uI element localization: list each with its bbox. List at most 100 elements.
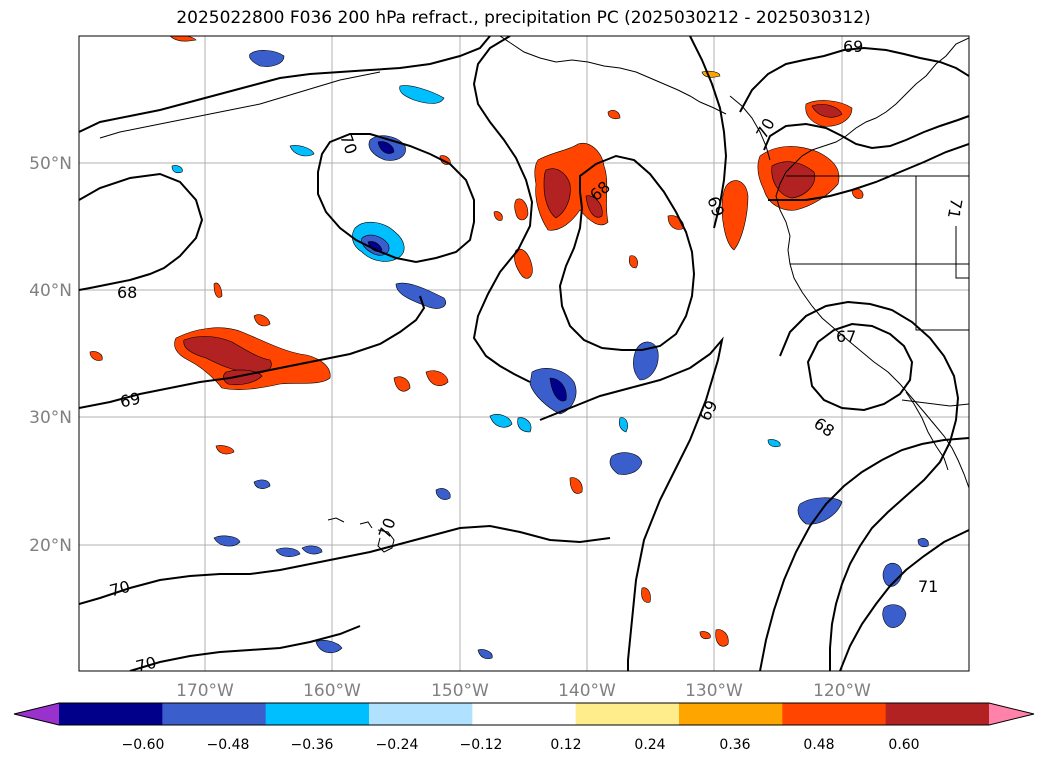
contour-69-center	[472, 36, 534, 383]
pos-patch-core	[771, 161, 816, 199]
positive-anomaly-patches	[89, 36, 864, 647]
colorbar-outline	[13, 702, 1035, 726]
colorbar-segment	[59, 703, 163, 725]
colorbar-tick: −0.24	[376, 737, 419, 753]
contour-69-far-east	[689, 36, 728, 229]
neg-patch	[253, 479, 271, 489]
longitude-labels: 170°W 160°W 150°W 140°W 130°W 120°W	[176, 681, 871, 701]
contour-label: 70	[107, 577, 132, 601]
lat-label-40n: 40°N	[29, 281, 72, 301]
colorbar-segment	[679, 703, 783, 725]
contour-label: 71	[944, 197, 966, 220]
contour-69-west	[79, 295, 426, 409]
neg-patch	[618, 417, 628, 433]
pos-patch	[393, 376, 411, 392]
colorbar-segment	[369, 703, 473, 725]
colorbar-tick: −0.60	[122, 737, 165, 753]
pos-patch	[641, 587, 651, 603]
neg-patch-core	[549, 377, 567, 402]
lat-label-20n: 20°N	[29, 536, 72, 556]
lat-label-30n: 30°N	[29, 408, 72, 428]
coastlines	[99, 36, 969, 553]
colorbar: −0.60 −0.48 −0.36 −0.24 −0.12 0.12 0.24 …	[13, 702, 1035, 753]
latitude-labels: 50°N 40°N 30°N 20°N	[29, 154, 72, 556]
contour-label: 70	[134, 653, 159, 677]
pos-patch	[514, 198, 529, 221]
contour-70-east	[739, 46, 969, 113]
pos-patch	[89, 351, 103, 361]
pos-patch	[628, 255, 638, 269]
neg-patch	[315, 640, 343, 654]
contour-labels: 69 70 68 68 69 69 67 69 68 70 70 70 71 7…	[107, 37, 966, 676]
coastline-aleutians	[99, 71, 381, 139]
colorbar-segment	[885, 703, 990, 725]
contour-70-south	[79, 524, 611, 605]
neg-patch	[517, 417, 532, 433]
contour-71-southeast	[839, 529, 969, 671]
contour-68-west	[79, 172, 204, 291]
contour-70-southeast	[759, 437, 969, 671]
neg-patch	[477, 649, 493, 660]
colorbar-segment	[265, 703, 370, 725]
colorbar-segments	[59, 703, 990, 725]
colorbar-segment	[162, 703, 267, 725]
pos-patch-core	[543, 168, 571, 219]
coastline-north-america	[775, 37, 969, 489]
pos-patch	[715, 629, 729, 647]
neg-patch	[213, 535, 241, 547]
colorbar-tick-labels: −0.60 −0.48 −0.36 −0.24 −0.12 0.12 0.24 …	[122, 737, 920, 753]
coastline-alaska	[499, 36, 727, 115]
pos-patch	[169, 36, 197, 42]
neg-patch	[882, 604, 907, 628]
neg-patch-core	[377, 141, 395, 154]
border-state	[955, 226, 969, 279]
contour-label: 68	[117, 283, 137, 302]
contour-70-north	[79, 36, 491, 133]
coastline-hawaii	[327, 517, 395, 553]
lon-label-130w: 130°W	[685, 681, 743, 701]
colorbar-segment	[782, 703, 887, 725]
coastline-bc-islands	[729, 95, 771, 161]
pos-patch	[607, 110, 621, 120]
pos-patch-core	[585, 195, 603, 218]
contour-68-se	[779, 300, 960, 671]
contour-label: 67	[836, 327, 856, 346]
pos-patch	[721, 180, 749, 251]
pos-patch	[215, 445, 235, 455]
contour-70-ne	[763, 115, 969, 151]
neg-patch	[289, 145, 315, 157]
neg-patch	[275, 547, 301, 557]
pos-patch	[514, 248, 533, 279]
colorbar-tick: 0.24	[634, 737, 665, 753]
contour-label: 69	[118, 389, 142, 412]
colorbar-tick: 0.48	[803, 737, 834, 753]
neg-patch	[633, 341, 659, 381]
map-frame-border	[78, 35, 970, 672]
colorbar-extend-high	[989, 703, 1034, 725]
pos-patch	[425, 370, 449, 386]
coastline-baja	[905, 391, 949, 471]
lon-label-170w: 170°W	[176, 681, 234, 701]
contour-71-ne	[768, 143, 969, 201]
neg-patch	[399, 85, 445, 104]
pos-patch	[699, 631, 711, 640]
neg-patch	[609, 452, 643, 475]
pos-patch-core	[811, 104, 843, 118]
contour-70-sw	[129, 625, 361, 671]
neg-patch	[917, 538, 929, 548]
neg-patch	[301, 545, 323, 555]
neg-patch	[171, 165, 183, 174]
colorbar-extend-low	[14, 703, 59, 725]
lon-label-120w: 120°W	[813, 681, 871, 701]
refractivity-contours	[79, 36, 969, 671]
colorbar-tick: 0.60	[888, 737, 919, 753]
pos-patch	[569, 477, 583, 494]
border-state	[915, 176, 969, 331]
lon-label-160w: 160°W	[303, 681, 361, 701]
lon-label-140w: 140°W	[558, 681, 616, 701]
colorbar-segment	[575, 703, 680, 725]
neg-patch	[249, 50, 285, 67]
pos-patch	[253, 314, 271, 327]
contour-70-loop	[317, 133, 475, 264]
